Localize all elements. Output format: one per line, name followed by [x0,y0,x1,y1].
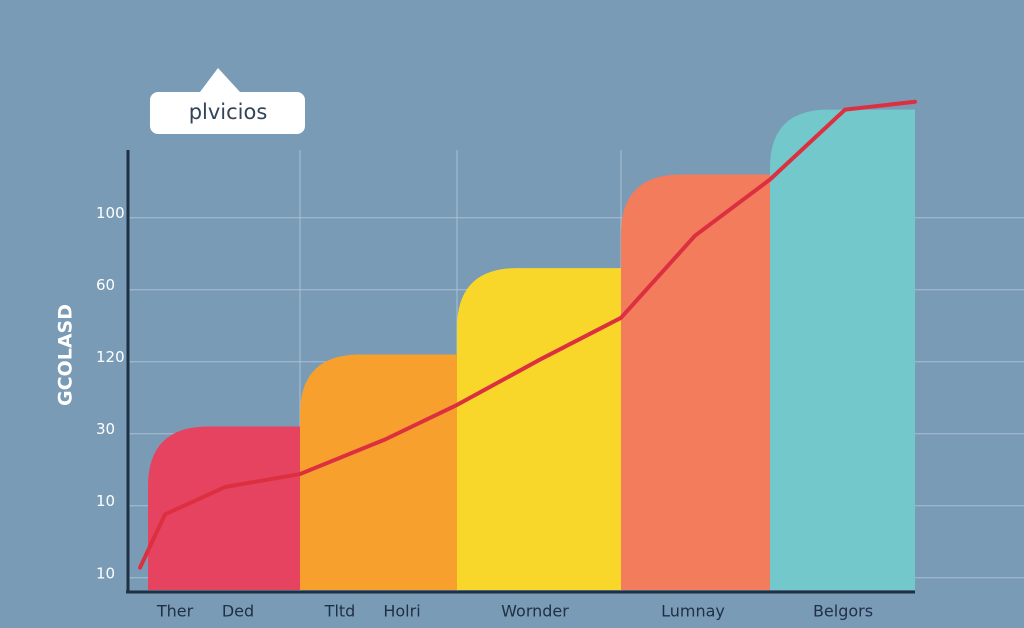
x-tick-label: Holri [383,602,420,621]
y-tick-label: 10 [96,492,115,510]
bar [457,268,621,590]
y-tick-label: 100 [96,204,125,222]
bar [770,109,915,590]
y-tick-label: 10 [96,564,115,582]
y-tick-label: 60 [96,276,115,294]
y-tick-label: 30 [96,420,115,438]
title-box [150,68,305,134]
chart-title: plvicios [189,100,268,124]
x-tick-label: Lumnay [661,602,725,621]
bar [300,354,457,590]
y-tick-label: 120 [96,348,125,366]
x-tick-label: Tltd [324,602,356,621]
bar [148,426,300,590]
trend-line [138,99,917,570]
x-tick-label: Belgors [813,602,873,621]
x-tick-label: Wornder [501,602,569,621]
y-axis-title: GCOLASD [55,304,77,406]
x-tick-label: Ded [222,602,254,621]
x-tick-label: Ther [156,602,194,621]
